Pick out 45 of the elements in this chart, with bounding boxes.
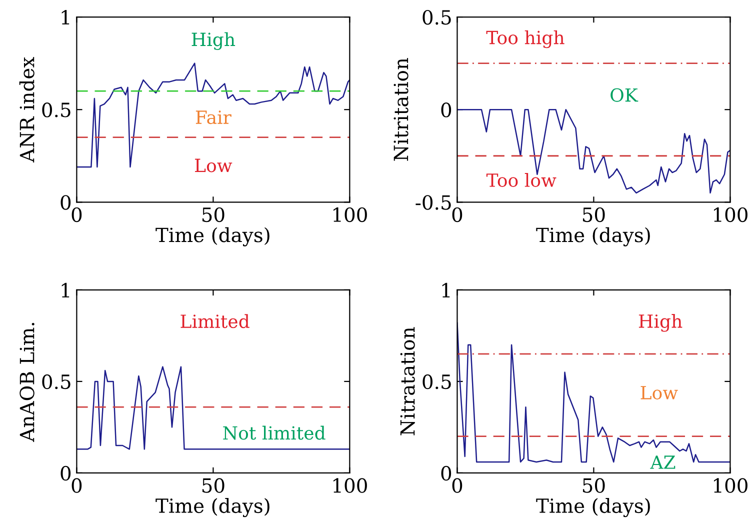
x-tick-label: 0 xyxy=(72,478,82,493)
x-tick-label: 100 xyxy=(333,478,367,493)
annotation: High xyxy=(638,314,682,332)
y-tick-label: 0 xyxy=(60,466,71,481)
x-tick-label: 50 xyxy=(582,478,605,493)
y-tick-label: 0 xyxy=(441,102,452,118)
y-axis-title: Nitritation xyxy=(394,58,408,161)
y-tick-label: 0.5 xyxy=(422,374,451,390)
y-tick-label: 1 xyxy=(442,282,450,298)
x-tick-label: 100 xyxy=(714,478,748,493)
x-tick-label: 50 xyxy=(202,207,224,222)
x-tick-label: 0 xyxy=(72,207,82,222)
y-tick-label: 0 xyxy=(60,195,71,210)
annotation: High xyxy=(192,32,236,50)
annotation: Not limited xyxy=(223,426,326,440)
y-axis-title: ANR index xyxy=(19,57,34,162)
x-tick-label: 0 xyxy=(452,207,462,222)
annotation: Too high xyxy=(486,30,564,48)
annotation: Low xyxy=(640,386,678,400)
y-tick-label: 1 xyxy=(62,282,70,298)
x-axis-title: Time (days) xyxy=(156,227,270,246)
annotation: Low xyxy=(195,158,232,172)
line-series xyxy=(457,108,730,194)
y-tick-label: 0 xyxy=(441,466,452,481)
y-axis-title: AnAOB Lim. xyxy=(20,322,34,442)
x-axis-title: Time (days) xyxy=(156,498,270,518)
x-axis-title: Time (days) xyxy=(536,498,650,518)
y-tick-label: 0.5 xyxy=(42,374,70,390)
annotation: OK xyxy=(610,88,638,102)
annotation: Too low xyxy=(486,173,556,188)
x-tick-label: 100 xyxy=(333,207,367,222)
y-tick-label: 0.5 xyxy=(42,102,70,118)
annotation: AZ xyxy=(650,456,676,469)
x-tick-label: 50 xyxy=(582,207,605,222)
y-axis-title: Nitratation xyxy=(400,327,415,436)
x-tick-label: 50 xyxy=(202,478,224,493)
annotation: Fair xyxy=(196,110,232,124)
y-tick-label: -0.5 xyxy=(416,195,451,210)
annotation: Limited xyxy=(180,314,250,328)
x-tick-label: 0 xyxy=(452,478,462,493)
x-axis-title: Time (days) xyxy=(536,227,650,246)
x-tick-label: 100 xyxy=(714,207,748,222)
y-tick-label: 1 xyxy=(62,10,70,24)
line-series xyxy=(76,366,350,450)
y-tick-label: 0.5 xyxy=(422,10,451,25)
